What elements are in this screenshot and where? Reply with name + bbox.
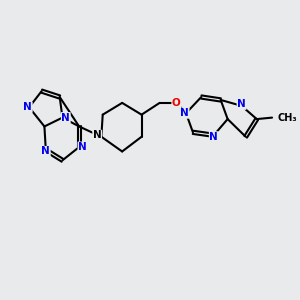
Text: CH₃: CH₃	[277, 112, 297, 123]
Text: N: N	[41, 146, 50, 157]
Text: N: N	[93, 130, 101, 140]
Text: N: N	[78, 142, 87, 152]
Text: N: N	[180, 108, 189, 118]
Text: N: N	[237, 99, 246, 110]
Text: N: N	[23, 102, 32, 112]
Text: O: O	[172, 98, 181, 108]
Text: N: N	[209, 132, 218, 142]
Text: N: N	[61, 112, 70, 123]
